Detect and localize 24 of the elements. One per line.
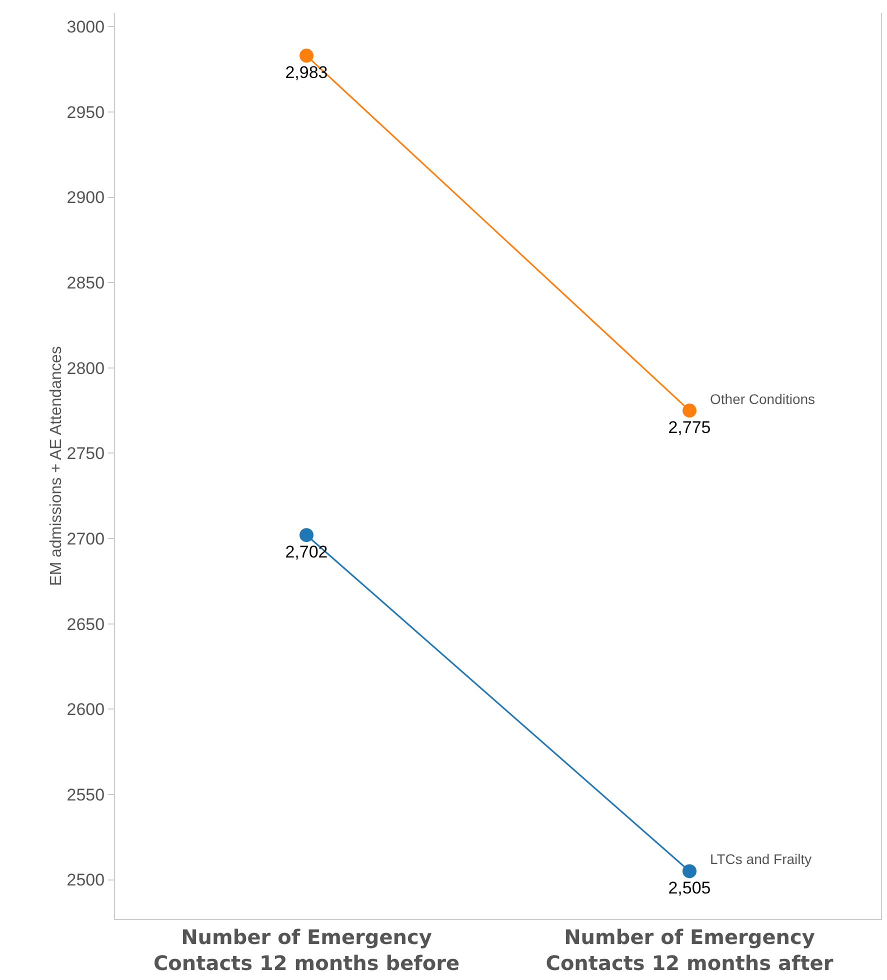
y-tick-label: 2600 xyxy=(66,700,105,720)
point xyxy=(682,864,696,878)
y-tick-label: 3000 xyxy=(66,18,105,37)
y-tick-label: 2750 xyxy=(66,444,105,464)
y-tick-label: 2850 xyxy=(66,274,105,293)
x-tick-label: Number of Emergency Contacts 12 months after xyxy=(546,925,834,975)
data-label: 2,775 xyxy=(668,418,711,438)
point xyxy=(682,404,696,418)
y-tick-label: 2950 xyxy=(66,102,105,122)
y-axis-title: EM admissions + AE Attendances xyxy=(48,346,65,586)
data-label: 2,983 xyxy=(285,63,328,82)
y-tick-label: 2700 xyxy=(66,529,105,548)
y-tick-label: 2800 xyxy=(66,358,105,378)
x-tick-label: Number of Emergency Contacts 12 months before xyxy=(153,925,460,975)
data-label: 2,505 xyxy=(668,878,711,898)
series-label: LTCs and Frailty xyxy=(710,851,812,867)
y-tick-label: 2650 xyxy=(66,614,105,634)
series-label: Other Conditions xyxy=(710,391,816,407)
y-tick-label: 2550 xyxy=(66,785,105,804)
y-tick-label: 2900 xyxy=(66,188,105,208)
y-tick-label: 2500 xyxy=(66,870,105,890)
data-label: 2,702 xyxy=(285,542,328,562)
point xyxy=(300,528,314,542)
point xyxy=(300,48,314,63)
